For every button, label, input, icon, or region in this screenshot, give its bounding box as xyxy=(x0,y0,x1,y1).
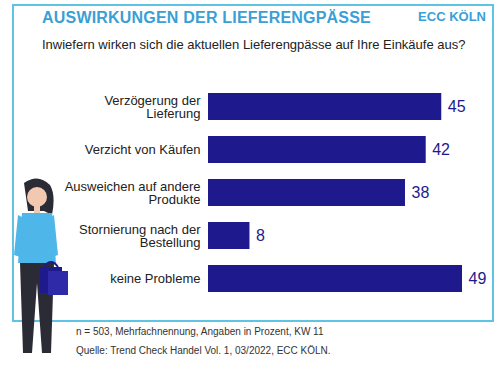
html-text:ECC KÖLN: ECC KÖLN xyxy=(418,9,486,24)
svg-text:49: 49 xyxy=(469,270,487,287)
svg-text:Stornierung nach derBestellung: Stornierung nach derBestellung xyxy=(79,222,201,250)
svg-text:Verzicht von Käufen: Verzicht von Käufen xyxy=(85,142,201,157)
html-text:Quelle: Trend Check Handel Vol: Quelle: Trend Check Handel Vol. 1, 03/20… xyxy=(76,345,331,356)
svg-text:38: 38 xyxy=(411,184,429,201)
svg-text:Ausweichen auf andereProdukte: Ausweichen auf andereProdukte xyxy=(65,179,201,207)
svg-text:keine Probleme: keine Probleme xyxy=(110,271,200,286)
svg-text:8: 8 xyxy=(256,227,265,244)
svg-text:45: 45 xyxy=(448,98,466,115)
html-text:Inwiefern wirken sich die aktu: Inwiefern wirken sich die aktuellen Lief… xyxy=(42,37,466,52)
html-text:n = 503, Mehrfachnennung, Anga: n = 503, Mehrfachnennung, Angaben in Pro… xyxy=(76,326,324,337)
svg-text:Verzögerung derLieferung: Verzögerung derLieferung xyxy=(104,93,201,121)
html-text:AUSWIRKUNGEN DER LIEFERENGPÄSS: AUSWIRKUNGEN DER LIEFERENGPÄSSE xyxy=(42,9,371,26)
svg-text:42: 42 xyxy=(432,141,450,158)
